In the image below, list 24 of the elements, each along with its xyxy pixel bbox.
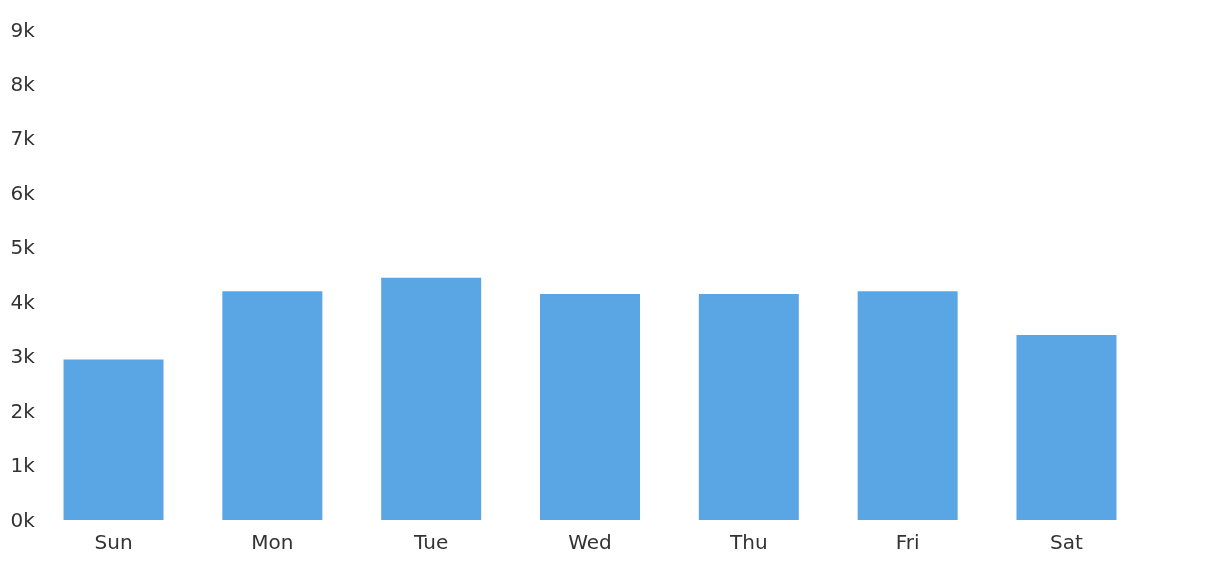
x-tick-label: Sat	[1050, 529, 1084, 554]
y-tick-label: 9k	[10, 17, 36, 42]
x-tick-label: Tue	[413, 529, 449, 554]
y-tick-label: 1k	[10, 453, 36, 478]
bar	[222, 291, 323, 520]
bar	[381, 277, 482, 520]
bar	[857, 291, 958, 520]
bar	[63, 359, 164, 520]
y-tick-label: 0k	[10, 507, 36, 532]
y-tick-label: 3k	[10, 344, 36, 369]
bar	[698, 294, 799, 520]
y-tick-label: 7k	[10, 126, 36, 151]
bar	[540, 294, 640, 520]
x-tick-label: Sun	[94, 529, 133, 554]
y-tick-label: 5k	[10, 235, 36, 260]
y-tick-label: 2k	[10, 398, 36, 423]
y-tick-label: 4k	[10, 289, 36, 314]
x-tick-label: Wed	[568, 529, 612, 554]
x-tick-label: Fri	[895, 529, 920, 554]
x-tick-label: Thu	[729, 529, 768, 554]
y-tick-label: 6k	[10, 180, 36, 205]
bar	[1016, 334, 1117, 520]
y-tick-label: 8k	[10, 71, 36, 96]
x-tick-label: Mon	[251, 529, 294, 554]
